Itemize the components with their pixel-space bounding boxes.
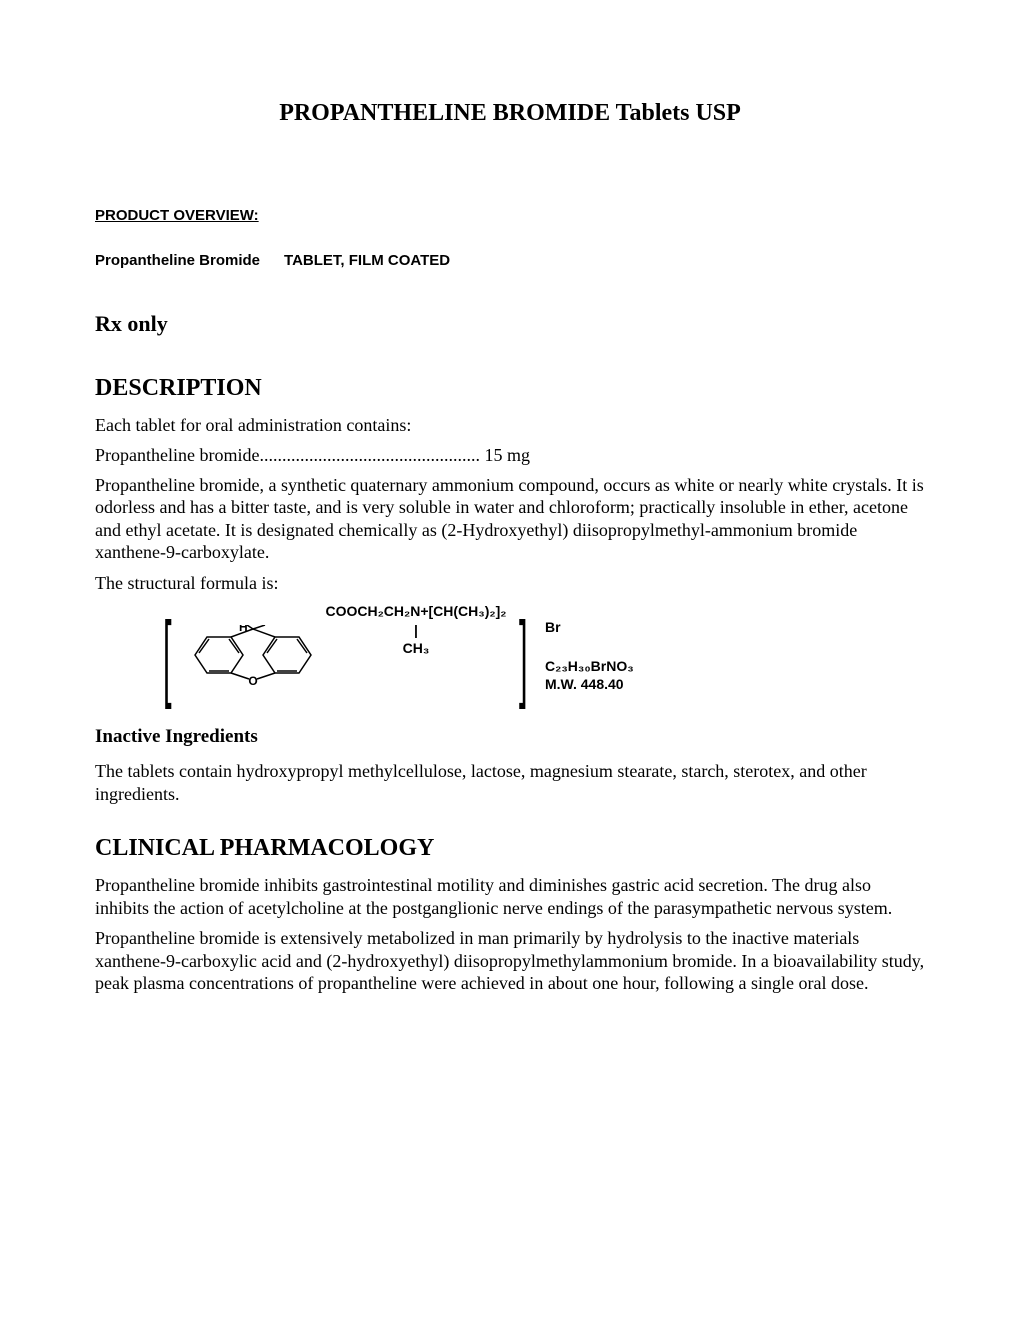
left-bracket-icon: [ bbox=[163, 608, 172, 705]
molecule-body: O H COOCH₂CH₂N+[CH(CH₃)₂]₂ | CH₃ bbox=[179, 625, 510, 687]
product-line: Propantheline Bromide TABLET, FILM COATED bbox=[95, 252, 925, 269]
chain-labels: COOCH₂CH₂N+[CH(CH₃)₂]₂ | CH₃ bbox=[325, 602, 506, 657]
molecular-weight: M.W. 448.40 bbox=[545, 676, 634, 694]
description-intro: Each tablet for oral administration cont… bbox=[95, 414, 925, 437]
inactive-body: The tablets contain hydroxypropyl methyl… bbox=[95, 760, 925, 805]
clinpharm-heading: CLINICAL PHARMACOLOGY bbox=[95, 835, 925, 862]
svg-text:H: H bbox=[239, 625, 248, 634]
right-bracket-icon: ] bbox=[518, 608, 527, 705]
svg-text:O: O bbox=[249, 674, 258, 687]
document-page: PROPANTHELINE BROMIDE Tablets USP PRODUC… bbox=[0, 0, 1020, 1063]
clinpharm-p2: Propantheline bromide is extensively met… bbox=[95, 927, 925, 995]
inactive-heading: Inactive Ingredients bbox=[95, 726, 925, 748]
clinpharm-p1: Propantheline bromide inhibits gastroint… bbox=[95, 874, 925, 919]
structural-formula: [ O bbox=[155, 612, 925, 700]
rx-only: Rx only bbox=[95, 311, 925, 337]
description-heading: DESCRIPTION bbox=[95, 375, 925, 402]
product-name: Propantheline Bromide bbox=[95, 252, 260, 269]
product-form: TABLET, FILM COATED bbox=[284, 252, 450, 269]
counterion-br: Br bbox=[545, 619, 634, 637]
chain-line2: | bbox=[325, 621, 506, 639]
dose-line: Propantheline bromide...................… bbox=[95, 445, 925, 466]
molecular-formula: C₂₃H₃₀BrNO₃ bbox=[545, 658, 634, 676]
xanthene-ring-icon: O H bbox=[183, 625, 323, 687]
description-body: Propantheline bromide, a synthetic quate… bbox=[95, 474, 925, 564]
product-overview-label: PRODUCT OVERVIEW: bbox=[95, 207, 925, 224]
chain-line1: COOCH₂CH₂N+[CH(CH₃)₂]₂ bbox=[325, 602, 506, 620]
chain-line3: CH₃ bbox=[325, 639, 506, 657]
formula-info: Br C₂₃H₃₀BrNO₃ M.W. 448.40 bbox=[545, 619, 634, 694]
formula-lead: The structural formula is: bbox=[95, 572, 925, 595]
document-title: PROPANTHELINE BROMIDE Tablets USP bbox=[95, 100, 925, 127]
